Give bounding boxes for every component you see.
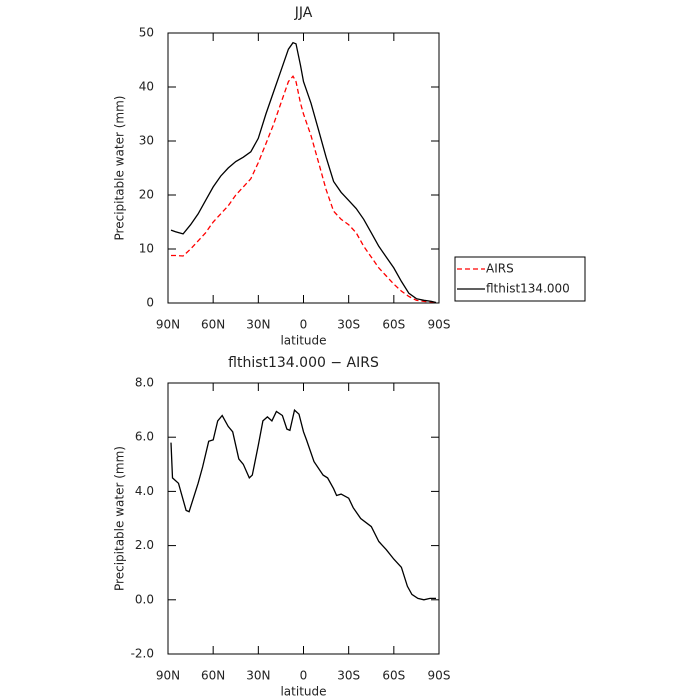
legend-label: flthist134.000 [486, 282, 570, 296]
chart-title: JJA [294, 5, 313, 21]
x-tick-label: 30S [337, 318, 360, 332]
y-tick-label: 50 [139, 26, 154, 40]
x-tick-label: 0 [300, 318, 308, 332]
data-line [170, 408, 436, 601]
y-tick-label: 20 [139, 188, 154, 202]
y-tick-label: 40 [139, 80, 154, 94]
x-tick-label: 60N [201, 669, 225, 683]
x-tick-label: 60N [201, 318, 225, 332]
y-axis-label: Precipitable water (mm) [113, 96, 127, 241]
x-tick-label: 90S [428, 669, 451, 683]
x-axis-label: latitude [280, 685, 326, 699]
y-tick-label: 8.0 [135, 376, 154, 390]
legend: AIRS flthist134.000 [454, 256, 586, 302]
x-tick-label: 30N [246, 318, 270, 332]
x-axis-label: latitude [280, 334, 326, 348]
legend-label: AIRS [486, 262, 514, 276]
plot-frame [167, 382, 440, 655]
x-tick-label: 30S [337, 669, 360, 683]
y-tick-label: 10 [139, 242, 154, 256]
legend-frame [454, 256, 586, 302]
y-tick-label: 30 [139, 134, 154, 148]
x-tick-label: 90N [156, 669, 180, 683]
x-tick-label: 60S [382, 318, 405, 332]
y-tick-label: 4.0 [135, 484, 154, 498]
x-tick-label: 30N [246, 669, 270, 683]
x-tick-label: 0 [300, 669, 308, 683]
plot-frame [167, 32, 440, 304]
y-tick-label: 6.0 [135, 430, 154, 444]
data-line [171, 75, 437, 304]
y-tick-label: 0.0 [135, 592, 154, 606]
x-tick-label: 60S [382, 669, 405, 683]
y-tick-label: 2.0 [135, 538, 154, 552]
y-tick-label: 0 [146, 296, 154, 310]
y-axis-label: Precipitable water (mm) [113, 446, 127, 591]
y-tick-label: -2.0 [131, 647, 154, 661]
data-line [170, 41, 437, 304]
x-tick-label: 90N [156, 318, 180, 332]
x-tick-label: 90S [428, 318, 451, 332]
chart-title: flthist134.000 − AIRS [228, 355, 379, 371]
